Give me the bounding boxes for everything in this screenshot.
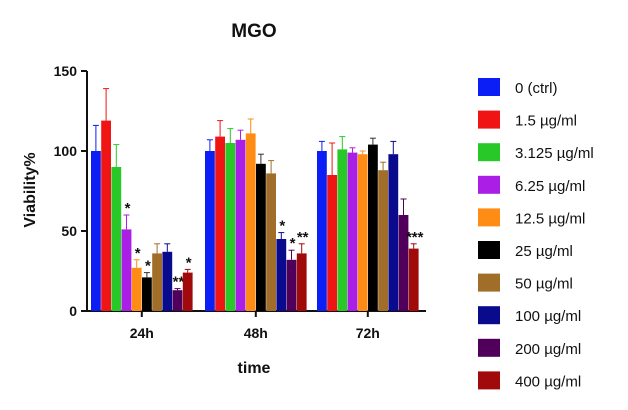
bar-24h-9: [182, 272, 193, 311]
legend-label-2: 3.125 µg/ml: [515, 145, 594, 162]
legend-label-0: 0 (ctrl): [515, 80, 558, 97]
y-tick-label: 0: [69, 303, 77, 319]
legend-swatch-2: [478, 143, 500, 162]
bar-24h-6: [152, 253, 162, 311]
chart-title: MGO: [231, 21, 276, 42]
legend-swatch-8: [478, 338, 500, 357]
bar-48h-9: [296, 253, 307, 311]
y-axis-label: Viability%: [22, 152, 39, 227]
x-tick-label-72h: 72h: [356, 325, 380, 341]
bar-72h-4: [357, 154, 368, 311]
bar-72h-8: [398, 215, 409, 311]
bar-24h-8: [172, 290, 183, 311]
legend-swatch-7: [478, 306, 500, 325]
x-tick-label-48h: 48h: [244, 325, 268, 341]
legend-label-4: 12.5 µg/ml: [515, 210, 585, 227]
bar-72h-3: [347, 152, 358, 311]
bar-48h-8: [286, 259, 297, 311]
bar-48h-5: [256, 163, 266, 311]
significance-marker: ***: [406, 229, 424, 246]
y-tick-label: 150: [54, 63, 78, 79]
bar-48h-2: [225, 143, 236, 311]
legend-label-8: 200 µg/ml: [515, 341, 581, 358]
legend-swatch-5: [478, 241, 500, 259]
significance-marker: **: [297, 229, 309, 246]
bar-72h-2: [337, 149, 348, 311]
significance-marker: *: [135, 245, 141, 262]
significance-marker: *: [290, 235, 296, 252]
bar-72h-9: [408, 248, 419, 311]
significance-marker: **: [173, 274, 185, 291]
bar-72h-1: [327, 175, 337, 311]
legend-label-9: 400 µg/ml: [515, 373, 581, 390]
legend-swatch-4: [478, 208, 500, 227]
x-tick-label-24h: 24h: [130, 325, 154, 341]
legend-label-7: 100 µg/ml: [515, 308, 581, 325]
bar-24h-7: [162, 251, 173, 311]
bar-48h-6: [266, 173, 276, 311]
bar-24h-4: [131, 267, 142, 311]
bar-72h-5: [368, 144, 378, 311]
significance-marker: *: [145, 258, 151, 275]
bar-24h-0: [91, 151, 101, 311]
bar-72h-6: [378, 170, 388, 311]
legend-swatch-1: [478, 110, 500, 129]
legend-label-5: 25 µg/ml: [515, 243, 573, 260]
bar-24h-3: [121, 229, 132, 311]
legend: 0 (ctrl) 1.5 µg/ml 3.125 µg/ml 6.25 µg/ml 12…: [478, 78, 594, 390]
bar-48h-4: [245, 133, 256, 311]
legend-swatch-0: [478, 78, 500, 96]
bar-72h-7: [388, 154, 399, 311]
significance-marker: *: [186, 254, 192, 271]
bar-24h-2: [111, 167, 122, 311]
bar-72h-0: [317, 151, 327, 311]
legend-swatch-9: [478, 371, 500, 390]
legend-label-1: 1.5 µg/ml: [515, 113, 577, 130]
bar-48h-0: [205, 151, 215, 311]
y-tick-label: 100: [54, 143, 78, 159]
legend-swatch-6: [478, 273, 500, 292]
legend-label-6: 50 µg/ml: [515, 276, 573, 293]
y-tick-label: 50: [61, 223, 77, 239]
bar-48h-7: [276, 239, 287, 311]
bar-24h-5: [142, 277, 152, 311]
legend-label-3: 6.25 µg/ml: [515, 178, 585, 195]
bar-48h-3: [235, 139, 246, 311]
significance-marker: *: [125, 200, 131, 217]
bar-24h-1: [101, 120, 111, 311]
legend-swatch-3: [478, 175, 500, 194]
bar-48h-1: [215, 136, 225, 311]
significance-marker: *: [279, 218, 285, 235]
x-axis-label: time: [238, 360, 271, 377]
